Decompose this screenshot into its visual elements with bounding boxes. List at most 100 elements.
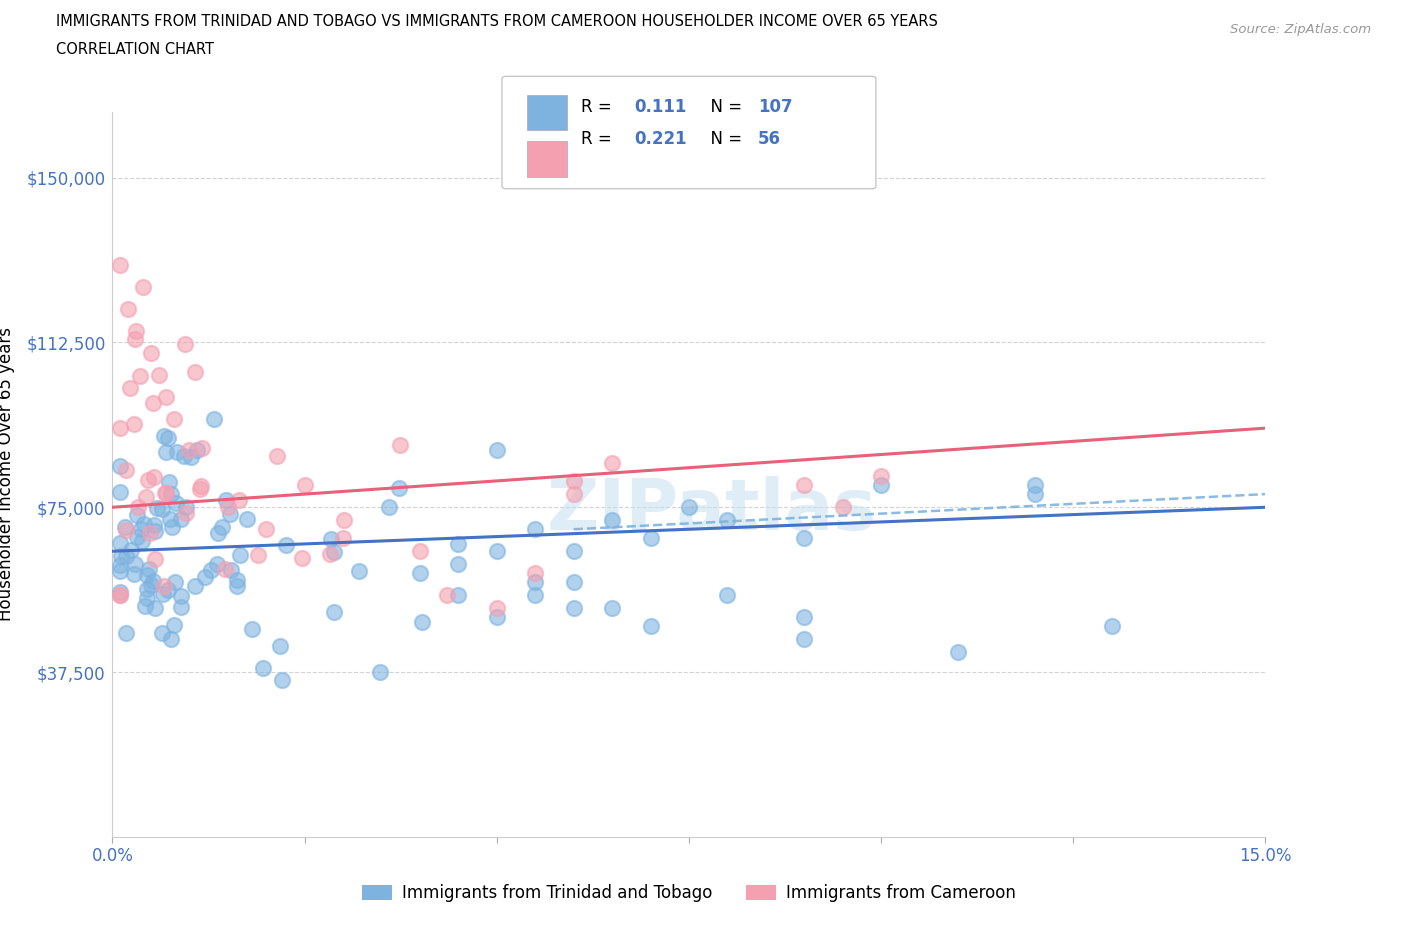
Point — [156, 583, 179, 598]
Point — [716, 588, 738, 603]
Point — [276, 538, 298, 552]
Point — [266, 448, 288, 463]
Point — [108, 588, 131, 603]
Point — [228, 492, 250, 507]
Point — [389, 437, 412, 452]
Point — [204, 412, 226, 427]
Point — [252, 661, 274, 676]
Point — [368, 665, 391, 680]
Point — [562, 544, 585, 559]
Point — [170, 512, 193, 526]
Text: 0.221: 0.221 — [634, 130, 686, 148]
Text: 107: 107 — [758, 98, 793, 115]
Point — [108, 535, 131, 550]
Point — [162, 519, 184, 534]
Point — [157, 474, 180, 489]
Point — [409, 565, 432, 580]
Point — [562, 473, 585, 488]
Point — [125, 508, 148, 523]
Point — [388, 480, 411, 495]
Point — [145, 500, 167, 515]
Point — [946, 644, 969, 659]
Point — [214, 562, 236, 577]
Point — [229, 548, 252, 563]
Point — [411, 615, 433, 630]
Point — [135, 591, 157, 605]
Point — [115, 626, 138, 641]
Point — [114, 519, 136, 534]
Point — [145, 601, 167, 616]
Point — [138, 562, 160, 577]
Point — [186, 443, 208, 458]
Point — [640, 531, 662, 546]
Point — [524, 588, 547, 603]
Point — [117, 302, 139, 317]
Point — [142, 574, 165, 589]
Point — [124, 331, 146, 346]
Point — [135, 490, 157, 505]
Point — [127, 530, 149, 545]
Point — [176, 506, 198, 521]
Point — [108, 558, 131, 573]
Point — [131, 522, 153, 537]
Point — [179, 443, 201, 458]
Point — [333, 512, 356, 527]
Point — [159, 486, 181, 501]
Point — [170, 600, 193, 615]
Point — [207, 556, 229, 571]
Point — [793, 531, 815, 546]
Point — [226, 578, 249, 593]
Point — [152, 587, 174, 602]
Point — [254, 522, 277, 537]
Point — [190, 478, 212, 493]
Point — [127, 499, 149, 514]
Point — [153, 485, 176, 500]
Point — [115, 463, 138, 478]
Point — [128, 368, 150, 383]
Point — [349, 564, 371, 578]
Point — [136, 472, 159, 487]
Point — [108, 420, 131, 435]
Point — [152, 429, 174, 444]
Point — [183, 365, 205, 379]
Point — [166, 445, 188, 459]
Point — [1024, 486, 1046, 501]
Point — [524, 522, 547, 537]
Point — [600, 513, 623, 528]
Legend: Immigrants from Trinidad and Tobago, Immigrants from Cameroon: Immigrants from Trinidad and Tobago, Imm… — [356, 877, 1022, 909]
Text: N =: N = — [700, 98, 748, 115]
Point — [870, 478, 893, 493]
Point — [108, 588, 131, 603]
Text: N =: N = — [700, 130, 748, 148]
Point — [190, 441, 212, 456]
Point — [240, 621, 263, 636]
Point — [184, 578, 207, 593]
Point — [207, 525, 229, 540]
Text: R =: R = — [581, 130, 617, 148]
Point — [159, 512, 181, 526]
Point — [163, 575, 186, 590]
Point — [155, 486, 177, 501]
Point — [174, 499, 197, 514]
Point — [108, 485, 131, 499]
Point — [447, 557, 470, 572]
Point — [378, 499, 401, 514]
Text: IMMIGRANTS FROM TRINIDAD AND TOBAGO VS IMMIGRANTS FROM CAMEROON HOUSEHOLDER INCO: IMMIGRANTS FROM TRINIDAD AND TOBAGO VS I… — [56, 14, 938, 29]
Point — [294, 478, 316, 493]
Point — [165, 496, 187, 511]
Point — [1024, 478, 1046, 493]
Point — [143, 469, 166, 484]
Point — [870, 469, 893, 484]
Point — [211, 520, 233, 535]
Text: CORRELATION CHART: CORRELATION CHART — [56, 42, 214, 57]
Point — [141, 578, 163, 592]
Point — [323, 604, 346, 619]
Point — [831, 499, 853, 514]
Point — [291, 551, 314, 565]
Point — [143, 524, 166, 538]
Point — [155, 445, 177, 460]
Point — [793, 610, 815, 625]
Point — [115, 523, 138, 538]
Text: R =: R = — [581, 98, 617, 115]
Point — [143, 552, 166, 567]
